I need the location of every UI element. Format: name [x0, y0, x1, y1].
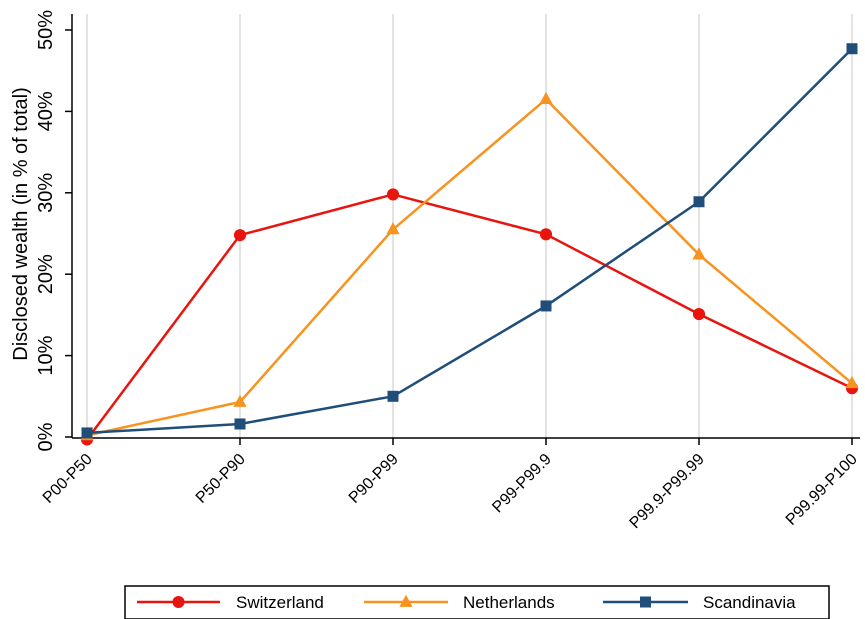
series-line-netherlands — [86, 97, 853, 437]
vertical-gridlines — [86, 14, 853, 438]
y-axis-title: Disclosed wealth (in % of total) — [10, 87, 32, 360]
data-point-scandinavia — [693, 196, 705, 208]
y-tick-labels: 0% 10% 20% 30% 40% 50% — [35, 10, 72, 451]
series-scandinavia — [81, 43, 858, 439]
y-tick-label: 50% — [35, 10, 57, 50]
x-tick-label: P50-P90 — [193, 451, 249, 507]
legend: Switzerland Netherlands Scandinavia — [124, 585, 830, 619]
y-tick-label: 10% — [35, 335, 57, 375]
data-point-scandinavia — [234, 418, 246, 430]
y-tick-label: 0% — [35, 422, 57, 451]
series-line-switzerland — [85, 193, 853, 441]
series-line-scandinavia — [86, 47, 853, 435]
data-point-scandinavia — [846, 43, 858, 55]
data-point-netherlands — [692, 247, 706, 260]
data-point-switzerland — [692, 308, 706, 321]
legend-item-switzerland: Switzerland — [137, 593, 324, 612]
x-tick-label: P90-P99 — [346, 451, 402, 507]
data-point-switzerland — [233, 229, 247, 242]
x-tick-labels: P00-P50 P50-P90 P90-P99 P99-P99.9 P99.9-P99.… — [40, 438, 861, 532]
legend-marker-scandinavia — [640, 596, 651, 608]
legend-marker-switzerland — [172, 595, 185, 609]
legend-label-switzerland: Switzerland — [236, 593, 324, 612]
x-tick-label: P99-P99.9 — [489, 451, 555, 517]
data-point-scandinavia — [540, 300, 552, 312]
x-tick-label: P99.9-P99.99 — [627, 451, 708, 532]
data-point-netherlands — [845, 376, 859, 389]
series-switzerland — [80, 188, 859, 446]
legend-label-scandinavia: Scandinavia — [703, 593, 796, 612]
data-point-netherlands — [539, 91, 553, 105]
data-point-netherlands — [233, 394, 247, 407]
data-point-switzerland — [386, 188, 400, 201]
data-point-scandinavia — [387, 390, 399, 402]
y-tick-label: 30% — [35, 173, 57, 213]
x-tick-label: P99.99-P100 — [783, 451, 861, 529]
data-point-netherlands — [386, 222, 400, 235]
x-tick-label: P00-P50 — [40, 451, 96, 507]
y-tick-label: 40% — [35, 91, 57, 131]
legend-label-netherlands: Netherlands — [463, 593, 555, 612]
legend-item-netherlands: Netherlands — [364, 593, 555, 612]
data-point-switzerland — [539, 228, 553, 241]
legend-marker-netherlands — [399, 594, 413, 607]
legend-box — [124, 585, 830, 619]
series-netherlands — [80, 91, 859, 441]
series-group — [80, 43, 859, 446]
y-tick-label: 20% — [35, 254, 57, 294]
legend-item-scandinavia: Scandinavia — [603, 593, 796, 612]
axes — [71, 14, 860, 439]
data-point-scandinavia — [81, 427, 93, 439]
